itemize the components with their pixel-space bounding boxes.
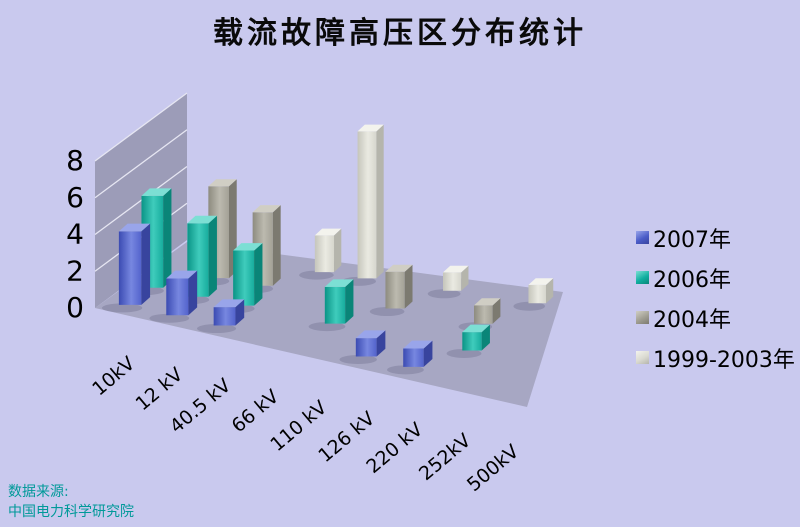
legend-item-2007: 2007年 (636, 224, 795, 253)
source-note-line1: 数据来源: (8, 484, 69, 500)
svg-text:8: 8 (66, 144, 84, 177)
chart-title: 载流故障高压区分布统计 (213, 16, 587, 51)
svg-text:2: 2 (66, 254, 84, 287)
legend-label-2007: 2007年 (653, 227, 731, 253)
legend: 2007年 2006年 2004年 1999-2003年 (636, 224, 795, 384)
legend-swatch-2006 (636, 271, 649, 284)
legend-item-1999-2003: 1999-2003年 (636, 344, 795, 373)
legend-swatch-2004 (636, 311, 649, 324)
source-note: 数据来源: 中国电力科学研究院 (8, 482, 134, 523)
legend-item-2004: 2004年 (636, 304, 795, 333)
svg-text:6: 6 (66, 181, 84, 214)
svg-text:0: 0 (66, 291, 84, 324)
svg-text:4: 4 (66, 218, 84, 251)
legend-swatch-2007 (636, 231, 649, 244)
svg-text:66 kV: 66 kV (228, 385, 284, 437)
legend-item-2006: 2006年 (636, 264, 795, 293)
svg-text:12 kV: 12 kV (132, 363, 188, 415)
legend-label-1999-2003: 1999-2003年 (653, 347, 795, 373)
source-note-line2: 中国电力科学研究院 (8, 504, 134, 521)
legend-label-2006: 2006年 (653, 267, 731, 293)
legend-swatch-1999-2003 (636, 351, 649, 364)
svg-text:10kV: 10kV (88, 352, 139, 400)
legend-label-2004: 2004年 (653, 307, 731, 333)
